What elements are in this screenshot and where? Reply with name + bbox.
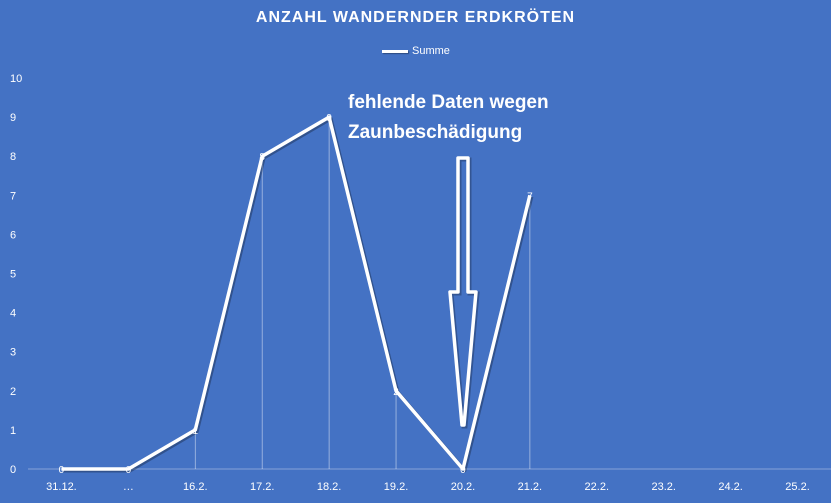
x-tick-label: 24.2. (718, 481, 742, 493)
y-tick-label: 10 (10, 73, 22, 85)
data-label: 7 (527, 191, 533, 202)
x-tick-label: 17.2. (250, 481, 274, 493)
x-tick-label: 19.2. (384, 481, 408, 493)
drop-lines (194, 117, 531, 469)
data-label: 0 (59, 465, 65, 476)
x-axis: 31.12. … 16.2. 17.2. 18.2. 19.2. 20.2. 21.2. 22.… (46, 481, 810, 493)
annotation-line-1: fehlende Daten wegen (348, 92, 549, 113)
chart-title: ANZAHL WANDERNDER ERDKRÖTEN (255, 9, 576, 26)
data-label: 2 (393, 387, 399, 398)
legend-swatch (382, 49, 408, 53)
x-tick-label: 21.2. (518, 481, 542, 493)
series-line (61, 115, 532, 471)
y-tick-label: 3 (10, 347, 16, 359)
y-tick-label: 8 (10, 151, 16, 163)
x-tick-label: 31.12. (46, 481, 77, 493)
data-label: 9 (326, 113, 332, 124)
annotation-arrow (448, 156, 480, 429)
series-summe (61, 115, 534, 473)
y-tick-label: 4 (10, 308, 16, 320)
x-tick-label: … (123, 481, 134, 493)
arrow-outline (448, 156, 478, 427)
x-tick-label: 25.2. (785, 481, 809, 493)
annotation-line-2: Zaunbeschädigung (348, 122, 523, 143)
data-label: 1 (193, 426, 199, 437)
x-tick-label: 16.2. (183, 481, 207, 493)
data-label: 0 (126, 465, 132, 476)
x-tick-label: 22.2. (585, 481, 609, 493)
y-tick-label: 7 (10, 190, 16, 202)
data-labels: 0 0 1 8 9 2 0 7 (59, 113, 533, 476)
y-tick-label: 9 (10, 112, 16, 124)
y-tick-label: 2 (10, 386, 16, 398)
data-label: 8 (259, 152, 265, 163)
legend: Summe (382, 45, 450, 57)
x-tick-label: 20.2. (451, 481, 475, 493)
y-tick-label: 1 (10, 425, 16, 437)
y-tick-label: 0 (10, 464, 16, 476)
annotation-text: fehlende Daten wegen Zaunbeschädigung (348, 88, 549, 148)
x-tick-label: 23.2. (651, 481, 675, 493)
legend-label: Summe (412, 45, 450, 57)
data-label: 0 (460, 465, 466, 476)
y-tick-label: 5 (10, 269, 16, 281)
y-tick-label: 6 (10, 229, 16, 241)
x-tick-label: 18.2. (317, 481, 341, 493)
